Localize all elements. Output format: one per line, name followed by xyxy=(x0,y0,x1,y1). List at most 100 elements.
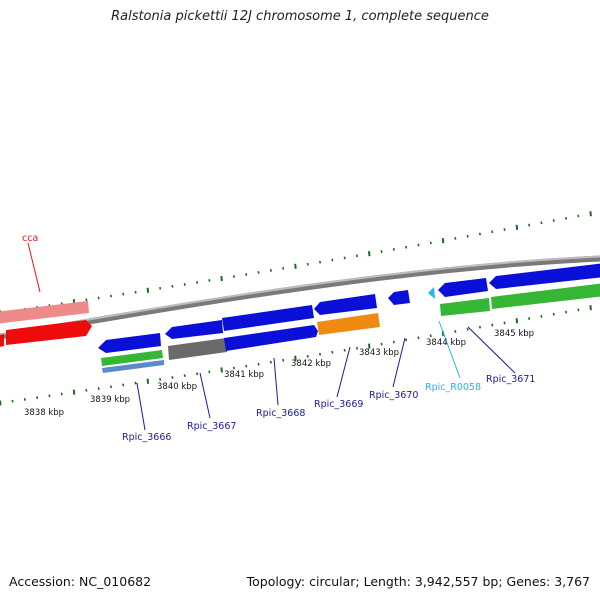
gene-green-2[interactable] xyxy=(491,283,600,309)
gene-label-rpic-3670[interactable]: Rpic_3670 xyxy=(369,390,418,401)
map-title: Ralstonia pickettii 12J chromosome 1, co… xyxy=(111,9,489,24)
inner-tick xyxy=(97,387,100,390)
outer-tick xyxy=(454,237,457,240)
outer-tick xyxy=(441,238,445,244)
outer-tick xyxy=(343,256,346,260)
outer-tick xyxy=(208,279,211,282)
gene-green-1[interactable] xyxy=(440,298,490,316)
inner-tick xyxy=(503,321,506,325)
outer-tick xyxy=(232,275,235,278)
inner-tick-row xyxy=(0,305,592,406)
outer-tick xyxy=(589,211,592,217)
accession-text: Accession: NC_010682 xyxy=(9,574,152,589)
outer-tick xyxy=(491,230,494,234)
inner-tick xyxy=(183,374,186,378)
inner-tick xyxy=(405,338,408,342)
outer-tick xyxy=(196,281,199,284)
inner-tick xyxy=(159,377,162,381)
outer-tick xyxy=(552,219,555,222)
gene-rpic-3666[interactable] xyxy=(98,333,161,353)
gene-rpic-3667[interactable] xyxy=(165,320,223,339)
gene-label-rpic-3667[interactable]: Rpic_3667 xyxy=(187,421,236,432)
inner-tick xyxy=(245,364,248,368)
gene-rpic-3666-green[interactable] xyxy=(101,350,163,366)
inner-tick xyxy=(380,342,383,346)
inner-tick xyxy=(11,399,14,403)
kbp-label-3840: 3840 kbp xyxy=(157,382,197,392)
kbp-label-3841: 3841 kbp xyxy=(224,370,264,380)
gene-rpic-3669[interactable] xyxy=(314,294,377,315)
outer-tick xyxy=(171,284,174,288)
outer-tick xyxy=(245,273,248,276)
inner-tick xyxy=(109,385,112,389)
gene-label-rpic-r0058[interactable]: Rpic_R0058 xyxy=(425,382,481,393)
kbp-label-3844: 3844 kbp xyxy=(426,338,466,348)
outer-tick xyxy=(269,269,272,272)
gene-red[interactable] xyxy=(6,320,92,345)
outer-tick xyxy=(405,245,408,249)
inner-tick xyxy=(0,400,2,406)
inner-tick xyxy=(528,317,531,320)
inner-tick xyxy=(60,392,63,396)
inner-tick xyxy=(368,343,371,349)
outer-tick xyxy=(257,271,260,274)
inner-tick xyxy=(429,334,432,338)
outer-tick xyxy=(478,232,481,236)
inner-tick xyxy=(257,362,260,366)
inner-tick xyxy=(331,350,334,354)
gene-blue-right-1[interactable] xyxy=(438,278,488,297)
gene-rpic-r0058[interactable] xyxy=(428,287,435,299)
gene-label-rpic-3671[interactable]: Rpic_3671 xyxy=(486,374,535,385)
inner-tick xyxy=(355,346,358,350)
inner-tick xyxy=(392,340,395,344)
inner-tick xyxy=(343,348,346,352)
outer-tick xyxy=(146,287,150,293)
inner-tick xyxy=(454,330,457,333)
gene-rpic-3671[interactable] xyxy=(489,263,600,289)
inner-tick xyxy=(36,396,39,400)
gene-label-rpic-3666[interactable]: Rpic_3666 xyxy=(122,432,171,443)
outer-tick xyxy=(515,224,519,230)
outer-tick xyxy=(528,223,531,227)
inner-tick xyxy=(478,325,481,329)
outer-tick xyxy=(392,247,395,251)
gene-rpic-3666-steel[interactable] xyxy=(102,360,164,373)
outer-tick xyxy=(220,275,223,282)
inner-tick xyxy=(466,327,469,331)
outer-tick xyxy=(282,266,285,270)
inner-tick xyxy=(565,310,568,314)
outer-tick xyxy=(306,262,309,266)
gene-rpic-3670[interactable] xyxy=(388,290,410,305)
outer-tick xyxy=(417,243,420,247)
gene-rpic-3667-gray[interactable] xyxy=(168,338,227,360)
outer-tick xyxy=(331,258,334,262)
gene-orange[interactable] xyxy=(317,313,380,335)
gene-label-rpic-3668[interactable]: Rpic_3668 xyxy=(256,408,305,419)
inner-tick xyxy=(146,378,150,384)
outer-tick xyxy=(565,216,568,220)
gene-rpic-3668-top[interactable] xyxy=(222,305,314,331)
gene-label-group: cca Rpic_3666 Rpic_3667 Rpic_3668 Rpic_3… xyxy=(22,233,535,443)
outer-tick xyxy=(134,290,137,294)
inner-tick xyxy=(577,308,580,312)
inner-tick xyxy=(552,312,555,316)
inner-tick xyxy=(220,367,223,373)
outer-tick xyxy=(97,296,100,300)
topology-summary: Topology: circular; Length: 3,942,557 bp… xyxy=(246,574,590,589)
gene-red-left[interactable] xyxy=(0,334,4,348)
gene-label-rpic-3669[interactable]: Rpic_3669 xyxy=(314,399,363,410)
gene-rpic-3668[interactable] xyxy=(224,325,318,351)
outer-tick xyxy=(503,228,506,231)
inner-tick xyxy=(540,315,543,318)
kbp-label-3843: 3843 kbp xyxy=(359,348,399,358)
inner-tick xyxy=(48,394,51,398)
inner-tick xyxy=(269,360,272,364)
inner-tick xyxy=(319,352,322,356)
kbp-label-3839: 3839 kbp xyxy=(90,395,130,405)
gene-cca-pink[interactable] xyxy=(0,301,89,324)
gene-label-cca[interactable]: cca xyxy=(22,233,38,244)
outer-tick xyxy=(540,221,543,225)
outer-tick xyxy=(109,294,112,298)
outer-tick xyxy=(368,251,371,257)
